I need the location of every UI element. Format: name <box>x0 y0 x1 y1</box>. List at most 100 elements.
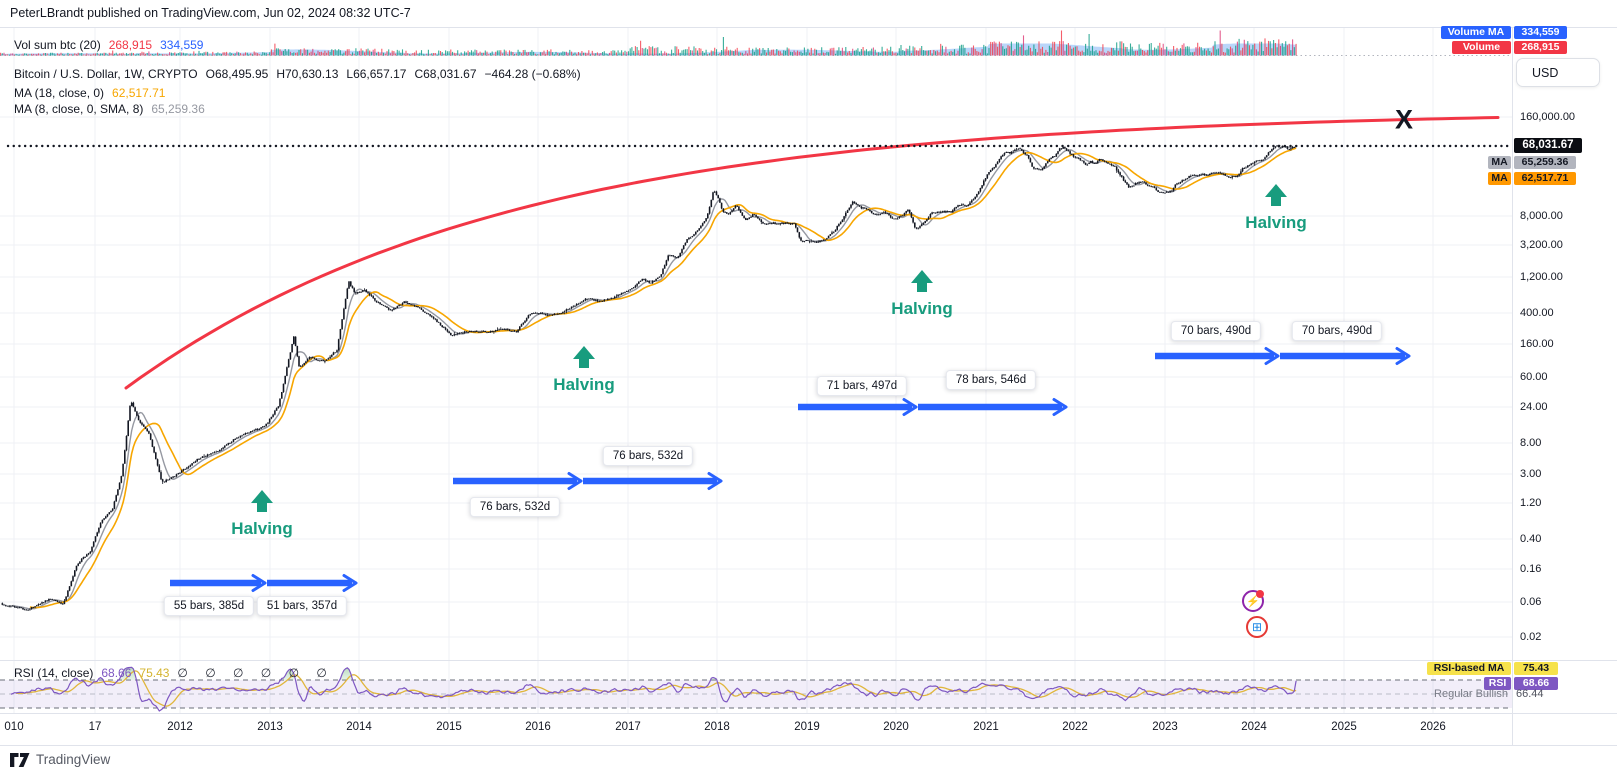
time-axis-label[interactable]: 2014 <box>346 721 372 733</box>
halving-label: Halving <box>553 375 615 394</box>
time-axis-label[interactable]: 2016 <box>525 721 551 733</box>
volume-indicator-legend[interactable]: Vol sum btc (20) 268,915 334,559 <box>14 38 203 52</box>
price-axis-label[interactable]: 24.00 <box>1520 401 1548 413</box>
time-axis-label[interactable]: 2026 <box>1420 721 1446 733</box>
tradingview-logo[interactable]: TradingView <box>10 752 110 767</box>
price-axis-label[interactable]: 8.00 <box>1520 437 1542 449</box>
ohlc-change: −464.28 (−0.68%) <box>484 67 581 81</box>
price-axis-label[interactable]: 0.02 <box>1520 631 1542 643</box>
measure-label[interactable]: 70 bars, 490d <box>1170 321 1262 341</box>
halving-marker[interactable]: Halving <box>536 346 632 395</box>
rsi-ma-axis-label: RSI-based MA <box>1427 662 1511 675</box>
rsi-legend-label: RSI (14, close) <box>14 666 94 680</box>
measure-label[interactable]: 51 bars, 357d <box>256 596 348 616</box>
rsi-legend-value: 68.66 <box>101 666 132 680</box>
halving-arrow-up-icon <box>573 346 595 359</box>
volume-legend-ma-value: 334,559 <box>160 38 204 52</box>
measure-label[interactable]: 76 bars, 532d <box>469 497 561 517</box>
price-axis-label[interactable]: 3,200.00 <box>1520 239 1563 251</box>
halving-arrow-stem <box>1271 197 1281 206</box>
time-axis-label[interactable]: 17 <box>88 721 102 733</box>
time-axis-label[interactable]: 2022 <box>1062 721 1088 733</box>
ohlc-low: L66,657.17 <box>346 67 407 81</box>
ma18-legend[interactable]: MA (18, close, 0) 62,517.71 <box>14 86 165 100</box>
halving-label: Halving <box>891 299 953 318</box>
last-price-badge: 68,031.67 <box>1514 138 1582 153</box>
halving-marker[interactable]: Halving <box>214 490 310 539</box>
time-axis-label[interactable]: 010 <box>4 721 24 733</box>
ma18-value: 62,517.71 <box>112 86 166 100</box>
time-axis-label[interactable]: 2023 <box>1152 721 1178 733</box>
ma8-legend[interactable]: MA (8, close, 0, SMA, 8) 65,259.36 <box>14 102 205 116</box>
rsi-legend-ma-value: 75.43 <box>139 666 170 680</box>
ma8-axis-chip: MA <box>1488 156 1511 169</box>
measure-label[interactable]: 78 bars, 546d <box>945 370 1037 390</box>
rsi-empty-markers: ∅ ∅ ∅ ∅ ∅ ∅ <box>177 666 334 680</box>
price-axis-label[interactable]: 0.16 <box>1520 563 1542 575</box>
halving-arrow-up-icon <box>251 490 273 503</box>
time-axis-label[interactable]: 2017 <box>615 721 641 733</box>
time-axis-label[interactable]: 2019 <box>794 721 820 733</box>
measure-label[interactable]: 55 bars, 385d <box>163 596 255 616</box>
tradingview-logo-icon <box>10 752 30 767</box>
halving-marker[interactable]: Halving <box>1228 184 1324 233</box>
ma18-axis-chip: MA <box>1488 172 1511 185</box>
time-axis-label[interactable]: 2013 <box>257 721 283 733</box>
notification-dot-icon <box>1256 590 1264 598</box>
volume-badge-value: 268,915 <box>1514 41 1567 54</box>
halving-arrow-up-icon <box>911 270 933 283</box>
halving-marker[interactable]: Halving <box>874 270 970 319</box>
rsi-indicator-legend[interactable]: RSI (14, close) 68.66 75.43 ∅ ∅ ∅ ∅ ∅ ∅ <box>14 666 334 680</box>
tradingview-logo-text: TradingView <box>36 752 111 767</box>
price-axis-label[interactable]: 400.00 <box>1520 307 1554 319</box>
symbol-legend[interactable]: Bitcoin / U.S. Dollar, 1W, CRYPTO O68,49… <box>14 67 581 81</box>
price-axis-label[interactable]: 160.00 <box>1520 338 1554 350</box>
time-axis-label[interactable]: 2021 <box>973 721 999 733</box>
time-axis-label[interactable]: 2025 <box>1331 721 1357 733</box>
volume-legend-value: 268,915 <box>108 38 153 52</box>
time-axis-label[interactable]: 2018 <box>704 721 730 733</box>
price-axis-label[interactable]: 0.40 <box>1520 533 1542 545</box>
rsi-ma-axis-value: 75.43 <box>1514 662 1558 675</box>
volume-ma-badge-label: Volume MA <box>1441 26 1511 39</box>
ma8-value: 65,259.36 <box>151 102 205 116</box>
halving-arrow-stem <box>579 359 589 368</box>
measure-label[interactable]: 76 bars, 532d <box>602 446 694 466</box>
time-axis-label[interactable]: 2015 <box>436 721 462 733</box>
ma8-label: MA (8, close, 0, SMA, 8) <box>14 102 144 116</box>
volume-legend-label: Vol sum btc (20) <box>14 38 101 52</box>
price-axis-label[interactable]: 160,000.00 <box>1520 111 1576 123</box>
price-axis-label[interactable]: 3.00 <box>1520 468 1542 480</box>
time-axis-label[interactable]: 2012 <box>167 721 193 733</box>
halving-label: Halving <box>231 519 293 538</box>
ohlc-close: C68,031.67 <box>414 67 477 81</box>
price-axis-label[interactable]: 60.00 <box>1520 371 1548 383</box>
halving-arrow-up-icon <box>1265 184 1287 197</box>
reaction-lightning-icon[interactable]: ⚡ <box>1242 590 1264 612</box>
ohlc-high: H70,630.13 <box>276 67 339 81</box>
time-axis-label[interactable]: 2020 <box>883 721 909 733</box>
price-axis-label[interactable]: 8,000.00 <box>1520 210 1563 222</box>
x-annotation-marker[interactable]: X <box>1394 104 1414 135</box>
rsi-axis-label: RSI <box>1484 677 1511 690</box>
price-axis-label[interactable]: 0.06 <box>1520 596 1542 608</box>
halving-arrow-stem <box>917 283 927 292</box>
measure-label[interactable]: 71 bars, 497d <box>816 376 908 396</box>
rsi-divergence-label: Regular Bullish <box>1434 688 1508 700</box>
price-axis-label[interactable]: 1.20 <box>1520 497 1542 509</box>
rsi-divergence-value: 66.44 <box>1516 688 1544 700</box>
time-axis-label[interactable]: 2024 <box>1241 721 1267 733</box>
price-axis-label[interactable]: 1,200.00 <box>1520 271 1563 283</box>
reaction-emoji-icon[interactable]: ⊞ <box>1246 616 1268 638</box>
publish-header: PeterLBrandt published on TradingView.co… <box>10 6 411 20</box>
ma18-axis-value: 62,517.71 <box>1514 172 1576 185</box>
currency-toggle-button[interactable]: USD <box>1516 58 1600 87</box>
halving-label: Halving <box>1245 213 1307 232</box>
volume-ma-badge-value: 334,559 <box>1514 26 1567 39</box>
rsi-axis-value: 68.66 <box>1514 677 1558 690</box>
volume-badge-label: Volume <box>1452 41 1511 54</box>
ohlc-open: O68,495.95 <box>205 67 269 81</box>
measure-label[interactable]: 70 bars, 490d <box>1291 321 1383 341</box>
